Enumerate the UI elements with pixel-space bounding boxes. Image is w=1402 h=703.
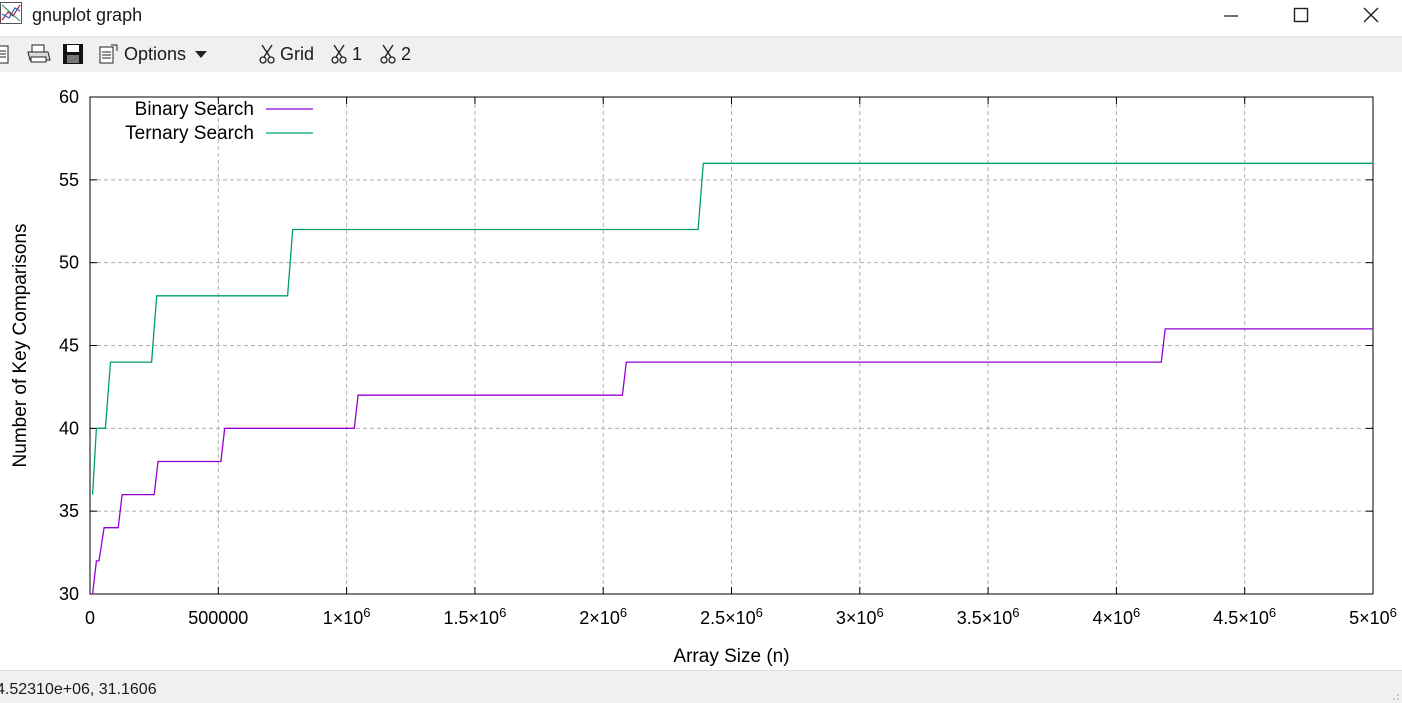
close-button[interactable] bbox=[1336, 0, 1402, 30]
x-tick-label: 500000 bbox=[188, 608, 248, 628]
plot-1-label: 1 bbox=[352, 43, 363, 64]
x-tick-label: 0 bbox=[85, 608, 95, 628]
y-tick-label: 45 bbox=[59, 336, 79, 356]
cursor-coordinates: 4.52310e+06, 31.1606 bbox=[0, 681, 157, 698]
scissors-icon bbox=[259, 44, 275, 64]
minimize-button[interactable] bbox=[1196, 0, 1266, 30]
legend-label-2: Ternary Search bbox=[125, 123, 254, 144]
x-tick-label: 3×106 bbox=[836, 605, 884, 628]
y-tick-label: 40 bbox=[59, 418, 79, 438]
copy-clipboard-button[interactable] bbox=[0, 42, 12, 66]
x-tick-label: 5×106 bbox=[1349, 605, 1397, 628]
toolbar: Options Grid 1 2 bbox=[0, 37, 1402, 72]
resize-grip-icon[interactable] bbox=[1392, 693, 1400, 701]
save-button[interactable] bbox=[62, 42, 84, 66]
x-tick-label: 3.5×106 bbox=[957, 605, 1020, 628]
toggle-plot-1-button[interactable]: 1 bbox=[330, 42, 362, 66]
options-menu-button[interactable]: Options bbox=[98, 42, 208, 66]
x-axis-label: Array Size (n) bbox=[673, 646, 789, 667]
y-tick-label: 55 bbox=[59, 170, 79, 190]
scissors-icon bbox=[380, 44, 396, 64]
status-bar: 4.52310e+06, 31.1606 bbox=[0, 670, 1402, 703]
y-tick-label: 50 bbox=[59, 253, 79, 273]
title-bar: gnuplot graph bbox=[0, 0, 1402, 37]
copy-clipboard-icon bbox=[0, 45, 9, 64]
minimize-icon bbox=[1224, 15, 1238, 17]
print-button[interactable] bbox=[26, 42, 52, 66]
window-title: gnuplot graph bbox=[32, 5, 143, 25]
y-tick-label: 60 bbox=[59, 87, 79, 107]
x-tick-label: 4.5×106 bbox=[1213, 605, 1276, 628]
toggle-grid-button[interactable]: Grid bbox=[258, 42, 314, 66]
x-tick-label: 4×106 bbox=[1093, 605, 1141, 628]
y-axis-label: Number of Key Comparisons bbox=[10, 224, 31, 468]
grid-label: Grid bbox=[280, 43, 315, 64]
gnuplot-app-icon bbox=[0, 2, 22, 24]
x-tick-label: 1×106 bbox=[323, 605, 371, 628]
chevron-down-icon bbox=[195, 51, 208, 58]
series-line-1 bbox=[91, 328, 1373, 595]
close-icon bbox=[1363, 7, 1379, 23]
scissors-icon bbox=[331, 44, 347, 64]
y-tick-label: 30 bbox=[59, 584, 79, 604]
plot-area[interactable]: 30 35 40 45 50 55 60 0 500000 1×106 1.5×106 2×106 2.… bbox=[0, 72, 1402, 670]
legend-label-1: Binary Search bbox=[135, 99, 254, 120]
options-label: Options bbox=[124, 43, 187, 64]
y-tick-label: 35 bbox=[59, 501, 79, 521]
save-disk-icon bbox=[63, 44, 83, 64]
options-document-icon bbox=[99, 44, 118, 64]
maximize-button[interactable] bbox=[1266, 0, 1336, 30]
series-line-2 bbox=[91, 162, 1373, 495]
x-tick-label: 2×106 bbox=[579, 605, 627, 628]
printer-icon bbox=[27, 44, 51, 63]
x-tick-label: 2.5×106 bbox=[700, 605, 763, 628]
toggle-plot-2-button[interactable]: 2 bbox=[379, 42, 411, 66]
maximize-icon bbox=[1293, 7, 1309, 23]
plot-2-label: 2 bbox=[401, 43, 412, 64]
x-tick-label: 1.5×106 bbox=[444, 605, 507, 628]
chart-svg[interactable]: 30 35 40 45 50 55 60 0 500000 1×106 1.5×106 2×106 2.… bbox=[0, 72, 1402, 670]
